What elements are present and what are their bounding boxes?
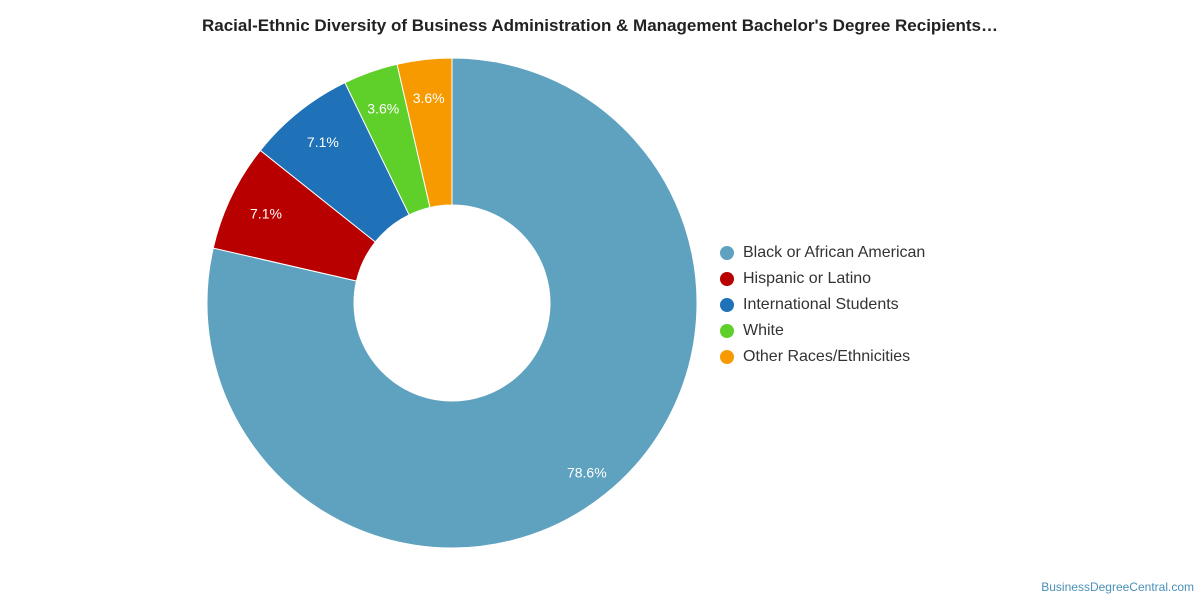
legend-swatch (720, 246, 734, 260)
legend-item[interactable]: White (720, 318, 925, 344)
slice-labels: 78.6% 7.1% 7.1% 3.6% 3.6% (250, 90, 607, 481)
slice-value-label: 3.6% (367, 100, 399, 116)
slice-value-label: 7.1% (250, 205, 282, 221)
source-credit[interactable]: BusinessDegreeCentral.com (1041, 580, 1194, 594)
slice-value-label: 78.6% (567, 464, 607, 480)
chart-title: Racial-Ethnic Diversity of Business Admi… (201, 16, 998, 35)
legend-label: International Students (743, 296, 899, 313)
legend-swatch (720, 324, 734, 338)
donut-slices (206, 57, 698, 549)
legend-label: White (743, 322, 784, 339)
legend-swatch (720, 298, 734, 312)
legend-item[interactable]: Hispanic or Latino (720, 266, 925, 292)
legend: Black or African American Hispanic or Lat… (720, 240, 925, 370)
legend-item[interactable]: Other Races/Ethnicities (720, 344, 925, 370)
legend-swatch (720, 350, 734, 364)
slice-value-label: 3.6% (413, 90, 445, 106)
donut-slice-other-races-ethnicities[interactable] (396, 57, 453, 209)
legend-label: Black or African American (743, 244, 926, 261)
legend-label: Hispanic or Latino (743, 270, 872, 287)
legend-label: Other Races/Ethnicities (743, 348, 911, 365)
legend-item[interactable]: Black or African American (720, 240, 925, 266)
donut-slice-black-or-african-american[interactable] (206, 57, 698, 549)
legend-item[interactable]: International Students (720, 292, 925, 318)
legend-swatch (720, 272, 734, 286)
slice-value-label: 7.1% (307, 134, 339, 150)
